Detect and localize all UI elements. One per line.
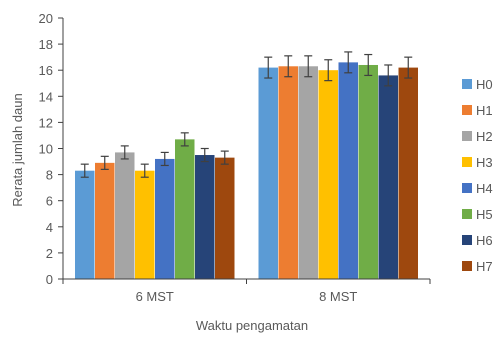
bar-H6-6-MST [195, 155, 215, 279]
y-axis: 0 2 4 6 8 10 12 14 16 18 20 [39, 11, 64, 287]
y-tick-label: 2 [46, 246, 53, 261]
bar-H5-6-MST [175, 139, 195, 279]
legend-label: H3 [476, 155, 493, 170]
error-bar-H7-6-MST [220, 150, 229, 165]
error-bar-H3-6-MST [140, 163, 149, 178]
bar-H4-6-MST [155, 158, 175, 279]
legend-label: H2 [476, 129, 493, 144]
bar-H2-8-MST [298, 66, 318, 279]
legend-item-H7: H7 [462, 259, 493, 274]
error-bar-H4-8-MST [344, 51, 353, 74]
error-bar-H4-6-MST [160, 151, 169, 167]
legend-swatch [462, 261, 472, 271]
legend-label: H6 [476, 233, 493, 248]
legend-item-H6: H6 [462, 233, 493, 248]
legend: H0 H1 H2 H3 H4 H5 H6 H7 [462, 77, 493, 274]
x-axis-title: Waktu pengamatan [196, 318, 308, 333]
error-bar-H0-6-MST [80, 163, 89, 178]
legend-item-H2: H2 [462, 129, 493, 144]
bar-H7-6-MST [215, 157, 235, 279]
x-tick-label: 8 MST [319, 289, 357, 304]
legend-swatch [462, 157, 472, 167]
error-bar-H6-8-MST [384, 64, 393, 87]
bar-H1-6-MST [95, 162, 115, 279]
y-tick-label: 20 [39, 11, 53, 26]
error-bar-H2-6-MST [120, 145, 129, 160]
bar-H5-8-MST [358, 64, 378, 279]
legend-label: H7 [476, 259, 493, 274]
bar-H2-6-MST [115, 152, 135, 279]
y-tick-label: 4 [46, 220, 53, 235]
error-bar-H2-8-MST [304, 55, 313, 78]
legend-swatch [462, 79, 472, 89]
bars-group [75, 51, 418, 280]
error-bar-H1-6-MST [100, 155, 109, 170]
legend-label: H0 [476, 77, 493, 92]
error-bar-H3-8-MST [324, 59, 333, 82]
legend-item-H0: H0 [462, 77, 493, 92]
bar-H0-6-MST [75, 170, 95, 279]
bar-H1-8-MST [278, 66, 298, 279]
legend-label: H4 [476, 181, 493, 196]
x-axis: 6 MST 8 MST [62, 278, 431, 304]
bar-H0-8-MST [258, 67, 278, 279]
legend-item-H4: H4 [462, 181, 493, 196]
bar-H3-6-MST [135, 170, 155, 279]
y-tick-label: 14 [39, 89, 53, 104]
legend-label: H1 [476, 103, 493, 118]
legend-swatch [462, 105, 472, 115]
y-tick-label: 16 [39, 63, 53, 78]
x-tick-label: 6 MST [136, 289, 174, 304]
error-bar-H1-8-MST [284, 55, 293, 78]
legend-item-H5: H5 [462, 207, 493, 222]
legend-item-H1: H1 [462, 103, 493, 118]
legend-swatch [462, 209, 472, 219]
error-bar-H7-8-MST [404, 56, 413, 79]
legend-swatch [462, 235, 472, 245]
bar-H7-8-MST [398, 67, 418, 279]
error-bar-H5-6-MST [180, 132, 189, 147]
legend-swatch [462, 131, 472, 141]
y-tick-label: 8 [46, 168, 53, 183]
y-tick-label: 10 [39, 142, 53, 157]
error-bar-H6-6-MST [200, 147, 209, 163]
legend-swatch [462, 183, 472, 193]
y-tick-label: 12 [39, 115, 53, 130]
error-bar-H5-8-MST [364, 53, 373, 77]
y-tick-label: 6 [46, 194, 53, 209]
bar-H3-8-MST [318, 70, 338, 279]
legend-label: H5 [476, 207, 493, 222]
y-axis-title: Rerata jumlah daun [10, 93, 25, 206]
bar-H6-8-MST [378, 75, 398, 279]
legend-item-H3: H3 [462, 155, 493, 170]
y-tick-label: 0 [46, 272, 53, 287]
error-bar-H0-8-MST [264, 56, 273, 79]
bar-H4-8-MST [338, 62, 358, 280]
y-tick-label: 18 [39, 37, 53, 52]
